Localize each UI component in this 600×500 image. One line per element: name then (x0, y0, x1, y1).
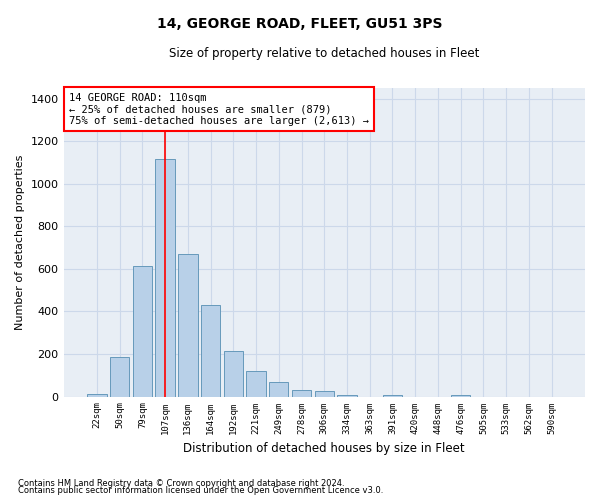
Bar (224, 351, 243, 397)
X-axis label: Distribution of detached houses by size in Fleet: Distribution of detached houses by size … (184, 442, 465, 455)
Bar (178, 254, 197, 396)
Bar (201, 305, 220, 396)
Bar (292, 390, 311, 396)
Bar (269, 382, 289, 396)
Bar (87, 394, 107, 396)
Bar (133, 266, 152, 396)
Text: Contains public sector information licensed under the Open Government Licence v3: Contains public sector information licen… (18, 486, 383, 495)
Bar (247, 371, 266, 396)
Text: 14, GEORGE ROAD, FLEET, GU51 3PS: 14, GEORGE ROAD, FLEET, GU51 3PS (157, 18, 443, 32)
Title: Size of property relative to detached houses in Fleet: Size of property relative to detached ho… (169, 48, 479, 60)
Bar (314, 391, 334, 396)
Text: 14 GEORGE ROAD: 110sqm
← 25% of detached houses are smaller (879)
75% of semi-de: 14 GEORGE ROAD: 110sqm ← 25% of detached… (69, 92, 369, 126)
Bar (155, 160, 175, 396)
Bar (110, 357, 130, 397)
Text: Contains HM Land Registry data © Crown copyright and database right 2024.: Contains HM Land Registry data © Crown c… (18, 478, 344, 488)
Y-axis label: Number of detached properties: Number of detached properties (15, 154, 25, 330)
